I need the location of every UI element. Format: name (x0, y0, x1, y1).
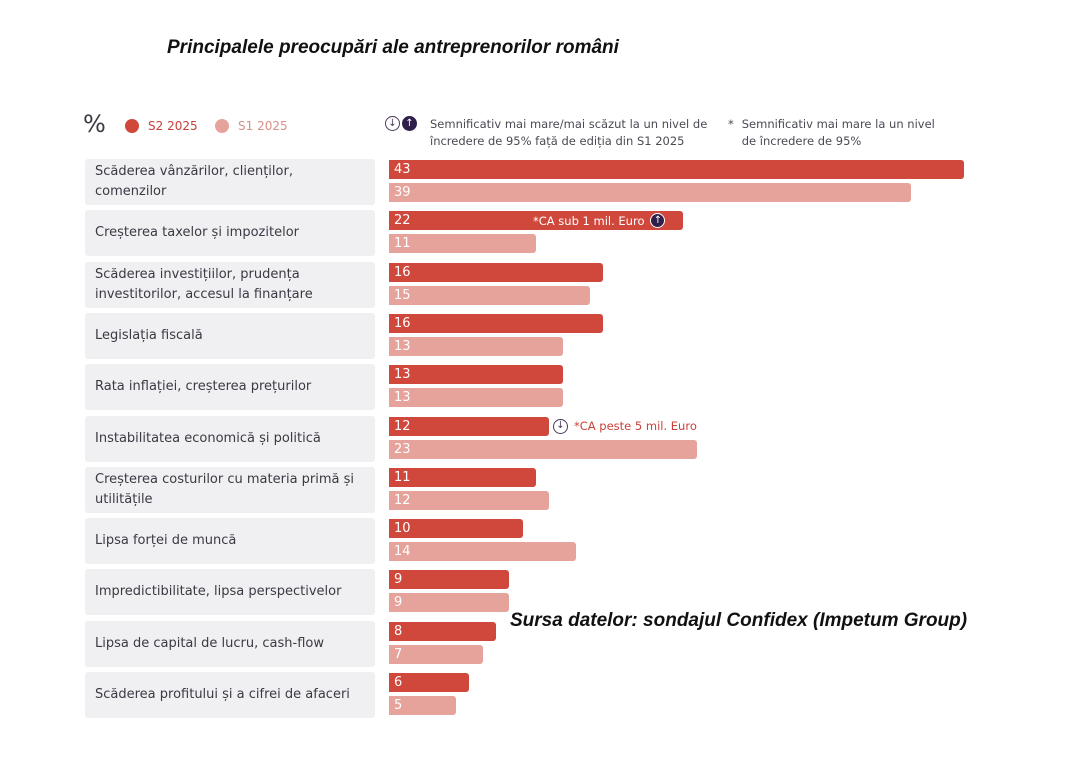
star-symbol: * (728, 117, 734, 131)
bar-s1: 9 (389, 593, 509, 613)
data-label-s2: 16 (394, 264, 411, 280)
data-label-s1: 9 (394, 595, 403, 611)
annotation-down: ↓ *CA peste 5 mil. Euro (553, 418, 697, 434)
category-label: Creșterea taxelor și impozitelor (95, 225, 299, 241)
data-label-s1: 7 (394, 646, 403, 662)
bar-s1: 12 (389, 490, 549, 510)
bar-s2: 13 (389, 365, 563, 385)
category-label-box: Instabilitatea economică și politică (85, 415, 375, 462)
data-label-s2: 16 (394, 315, 411, 331)
category-label-box: Scăderea vânzărilor, clienților, comenzi… (85, 159, 375, 205)
bar-s2: 16 (389, 313, 603, 333)
star-note: * Semnificativ mai mare la un nivel de î… (728, 116, 942, 150)
source-note: Sursa datelor: sondajul Confidex (Impetu… (510, 610, 968, 631)
data-label-s1: 39 (394, 185, 411, 200)
data-label-s1: 15 (394, 287, 411, 303)
data-label-s2: 6 (394, 675, 403, 690)
legend-item-s2: S2 2025 (125, 118, 198, 134)
chart-row: Creșterea taxelor și impozitelor 22 11 *CA … (0, 210, 1000, 257)
category-label: Instabilitatea economică și politică (95, 430, 321, 446)
bar-s2: 22 (389, 211, 683, 231)
category-label: Scăderea profitului și a cifrei de aface… (95, 687, 350, 702)
category-label-box: Rata inflației, creșterea prețurilor (85, 364, 375, 411)
chart-row: Lipsa forței de muncă 10 14 (0, 518, 1000, 565)
chart-row: Scăderea vânzărilor, clienților, comenzi… (0, 159, 1000, 205)
category-label: Scăderea vânzărilor, clienților, comenzi… (95, 164, 293, 199)
chart-row: Lipsa de capital de lucru, cash-flow 8 7 (0, 620, 1000, 667)
data-label-s1: 13 (394, 338, 411, 354)
category-label-box: Creșterea costurilor cu materia primă și… (85, 466, 375, 513)
data-label-s2: 22 (394, 213, 411, 229)
legend-swatch-s1 (215, 119, 229, 133)
data-label-s1: 12 (394, 492, 411, 508)
arrow-down-circle-icon: ↓ (553, 418, 568, 434)
data-label-s2: 10 (394, 521, 411, 537)
arrow-up-circle-icon: ↑ (650, 213, 666, 229)
annotation-text: *CA peste 5 mil. Euro (574, 419, 697, 433)
significance-note-text: Semnificativ mai mare/mai scăzut la un n… (430, 117, 708, 148)
star-note-text: Semnificativ mai mare la un nivel de înc… (741, 117, 935, 148)
bar-s2: 43 (389, 160, 964, 179)
bar-s2: 16 (389, 262, 603, 282)
bar-s1: 14 (389, 542, 576, 562)
unit-label: % (83, 110, 106, 138)
chart-row: Legislația fiscală 16 13 (0, 312, 1000, 359)
legend-swatch-s2 (125, 119, 139, 133)
chart-row: Instabilitatea economică și politică 12 23… (0, 415, 1000, 462)
arrow-down-circle-icon: ↓ (385, 116, 400, 131)
data-label-s1: 23 (394, 441, 411, 457)
category-label-box: Lipsa de capital de lucru, cash-flow (85, 620, 375, 667)
bar-s2: 8 (389, 621, 496, 641)
bar-s1: 7 (389, 644, 483, 664)
bar-s2: 6 (389, 673, 469, 692)
category-label-box: Impredictibilitate, lipsa perspectivelor (85, 569, 375, 616)
bar-s1: 11 (389, 234, 536, 254)
chart-title: Principalele preocupări ale antreprenori… (167, 37, 619, 58)
bar-s1: 15 (389, 285, 590, 305)
data-label-s2: 11 (394, 469, 411, 485)
category-label-box: Creșterea taxelor și impozitelor (85, 210, 375, 257)
bar-s2: 12 (389, 416, 549, 436)
bar-s1: 13 (389, 336, 563, 356)
chart-row: Rata inflației, creșterea prețurilor 13 13 (0, 364, 1000, 411)
legend-label-s1: S1 2025 (238, 119, 288, 133)
category-label: Lipsa forței de muncă (95, 533, 237, 549)
arrow-up-circle-icon: ↑ (402, 116, 417, 131)
category-label-box: Legislația fiscală (85, 312, 375, 359)
bar-s1: 39 (389, 183, 911, 202)
category-label: Impredictibilitate, lipsa perspectivelor (95, 584, 342, 600)
data-label-s2: 9 (394, 572, 403, 588)
annotation-text: *CA sub 1 mil. Euro (533, 213, 645, 228)
annotation-up: *CA sub 1 mil. Euro ↑ (533, 213, 666, 229)
data-label-s1: 14 (394, 544, 411, 560)
data-label-s2: 43 (394, 162, 411, 177)
category-label: Creșterea costurilor cu materia primă și… (95, 471, 355, 507)
category-label: Rata inflației, creșterea prețurilor (95, 379, 312, 395)
data-label-s2: 12 (394, 418, 411, 434)
chart-row: Scăderea profitului și a cifrei de aface… (0, 672, 1000, 718)
data-label-s1: 5 (394, 698, 403, 713)
category-label-box: Scăderea profitului și a cifrei de aface… (85, 672, 375, 718)
bar-s1: 5 (389, 696, 456, 715)
bar-s2: 10 (389, 519, 523, 539)
category-label: Scăderea investițiilor, prudența investi… (95, 266, 313, 302)
chart-row: Scăderea investițiilor, prudența investi… (0, 261, 1000, 308)
category-label: Legislația fiscală (95, 327, 203, 343)
data-label-s2: 13 (394, 367, 411, 383)
bar-s2: 11 (389, 467, 536, 487)
category-label-box: Lipsa forței de muncă (85, 518, 375, 565)
category-label: Lipsa de capital de lucru, cash-flow (95, 635, 324, 651)
category-label-box: Scăderea investițiilor, prudența investi… (85, 261, 375, 308)
significance-note: ↓ ↑ Semnificativ mai mare/mai scăzut la … (385, 116, 710, 150)
data-label-s1: 13 (394, 390, 411, 406)
bar-s1: 23 (389, 439, 697, 459)
data-label-s1: 11 (394, 236, 411, 252)
data-label-s2: 8 (394, 623, 403, 639)
legend-item-s1: S1 2025 (215, 118, 288, 134)
legend-label-s2: S2 2025 (148, 119, 198, 133)
chart-row: Impredictibilitate, lipsa perspectivelor… (0, 569, 1000, 616)
chart-row: Creșterea costurilor cu materia primă și… (0, 466, 1000, 513)
bar-s2: 9 (389, 570, 509, 590)
bar-s1: 13 (389, 388, 563, 408)
